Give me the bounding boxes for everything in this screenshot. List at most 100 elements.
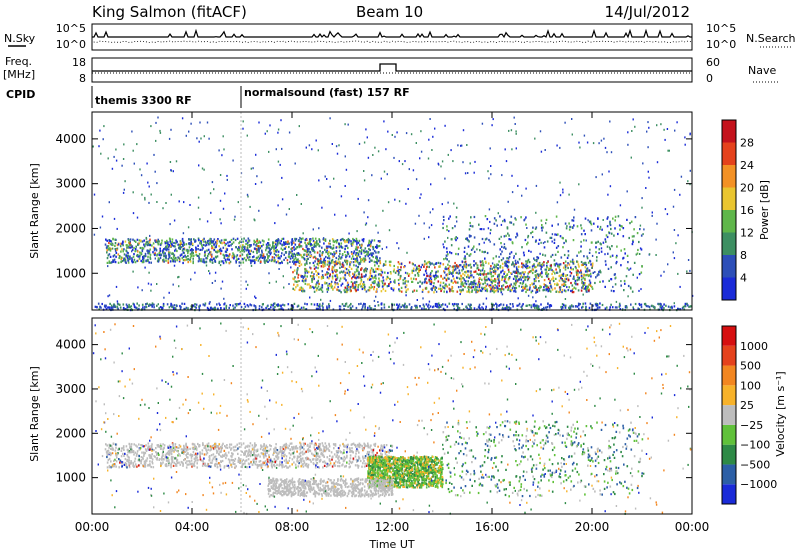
echo-cell <box>501 262 504 265</box>
echo-cell <box>355 306 358 310</box>
echo-cell <box>335 145 338 148</box>
echo-cell <box>178 260 181 263</box>
echo-cell <box>279 262 282 265</box>
echo-cell <box>525 276 528 279</box>
echo-cell <box>208 457 211 460</box>
echo-cell <box>584 270 587 273</box>
echo-cell <box>356 266 359 269</box>
echo-cell <box>281 446 284 449</box>
echo-cell <box>366 136 368 139</box>
echo-cell <box>285 213 288 216</box>
echo-cell <box>438 304 441 307</box>
echo-cell <box>307 270 310 273</box>
echo-cell <box>609 120 611 123</box>
echo-cell <box>226 254 229 257</box>
nave-trace <box>92 63 692 72</box>
echo-cell <box>243 257 246 260</box>
echo-cell <box>204 251 206 254</box>
echo-cell <box>100 152 102 155</box>
echo-cell <box>534 279 537 282</box>
echo-cell <box>278 268 280 270</box>
echo-cell <box>246 304 249 307</box>
freq-tick-bottom: 8 <box>79 72 86 85</box>
echo-cell <box>584 217 587 220</box>
echo-cell <box>196 137 198 140</box>
echo-cell <box>237 201 239 204</box>
echo-cell <box>578 276 580 279</box>
echo-cell <box>308 445 310 448</box>
echo-cell <box>489 286 491 289</box>
echo-cell <box>469 305 472 309</box>
echo-cell <box>310 286 312 289</box>
echo-cell <box>267 242 269 245</box>
echo-cell <box>162 207 164 210</box>
echo-cell <box>387 450 389 453</box>
echo-cell <box>549 267 551 271</box>
echo-cell <box>557 264 560 267</box>
echo-cell <box>271 256 274 259</box>
echo-cell <box>572 262 574 265</box>
echo-cell <box>293 302 296 305</box>
echo-cell <box>218 240 221 243</box>
echo-cell <box>610 227 612 231</box>
echo-cell <box>367 244 369 247</box>
echo-cell <box>331 458 333 461</box>
echo-cell <box>137 255 139 258</box>
echo-cell <box>218 245 220 248</box>
echo-cell <box>293 262 295 265</box>
echo-cell <box>250 244 252 247</box>
echo-cell <box>359 261 362 264</box>
echo-cell <box>313 264 316 267</box>
echo-cell <box>424 278 426 281</box>
echo-cell <box>206 220 209 223</box>
echo-cell <box>360 244 363 247</box>
echo-cell <box>531 282 533 285</box>
echo-cell <box>445 278 447 281</box>
echo-cell <box>496 305 498 308</box>
echo-cell <box>128 466 131 469</box>
echo-cell <box>474 262 477 265</box>
echo-cell <box>122 303 125 306</box>
echo-cell <box>372 154 374 156</box>
echo-cell <box>273 247 275 250</box>
echo-cell <box>121 256 123 259</box>
echo-cell <box>567 266 569 270</box>
echo-cell <box>589 272 592 275</box>
echo-cell <box>487 277 490 280</box>
echo-cell <box>412 269 415 272</box>
echo-cell <box>631 235 634 238</box>
echo-cell <box>134 248 137 251</box>
echo-cell <box>222 207 225 210</box>
echo-cell <box>351 305 354 308</box>
echo-cell <box>203 261 205 264</box>
echo-cell <box>342 276 345 279</box>
echo-cell <box>405 202 407 205</box>
echo-cell <box>330 280 333 283</box>
echo-cell <box>280 239 282 243</box>
echo-cell <box>338 255 340 258</box>
echo-cell <box>501 287 503 290</box>
echo-cell <box>416 265 418 268</box>
echo-cell <box>484 260 487 263</box>
echo-cell <box>639 253 641 255</box>
echo-cell <box>469 263 472 266</box>
echo-cell <box>378 283 381 286</box>
echo-cell <box>534 306 536 309</box>
echo-cell <box>598 142 600 145</box>
echo-cell <box>343 459 346 462</box>
echo-cell <box>568 193 570 196</box>
echo-cell <box>555 262 558 265</box>
echo-cell <box>183 307 185 311</box>
echo-cell <box>321 252 324 255</box>
echo-cell <box>108 308 111 311</box>
echo-cell <box>228 255 230 258</box>
echo-cell <box>513 256 515 259</box>
echo-cell <box>576 254 578 257</box>
echo-cell <box>347 241 350 244</box>
echo-cell <box>555 290 557 293</box>
echo-cell <box>414 304 416 307</box>
echo-cell <box>481 288 484 291</box>
echo-cell <box>352 237 354 241</box>
echo-cell <box>261 251 263 254</box>
echo-cell <box>514 263 516 266</box>
